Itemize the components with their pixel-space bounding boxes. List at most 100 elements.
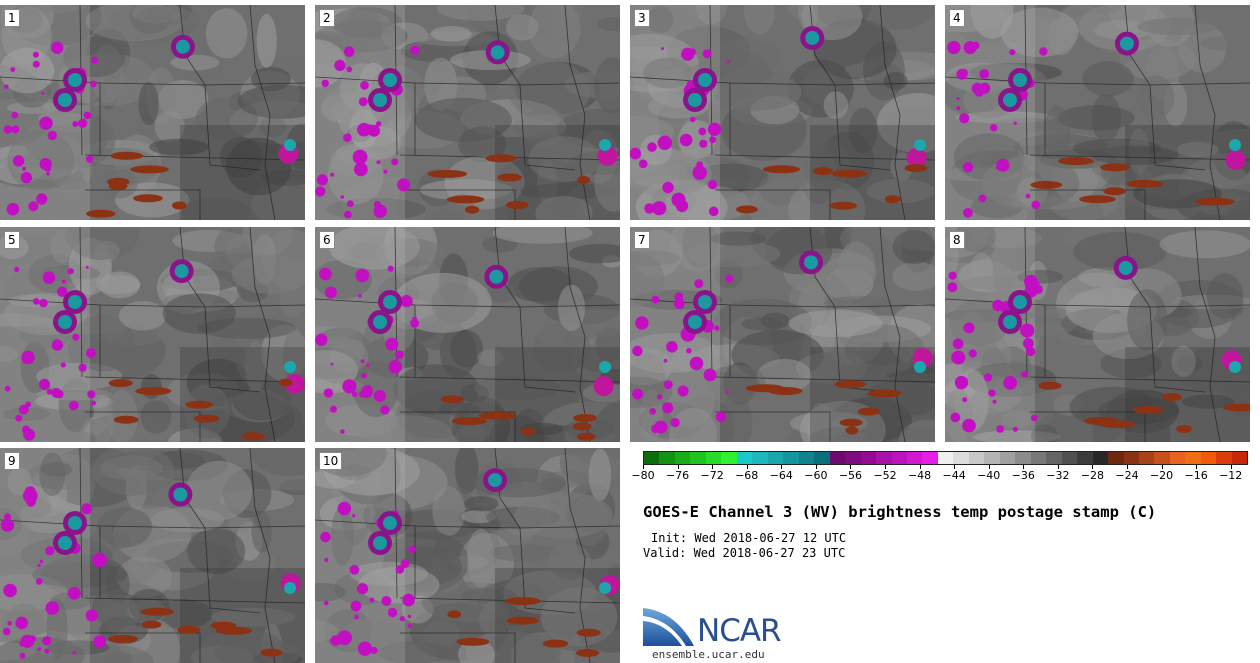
stamp-label: 5 [4,231,20,249]
colorbar-swatch [984,452,1000,464]
colorbar-tick-mark [1023,465,1025,469]
colorbar-tick-mark [1161,465,1163,469]
colorbar-swatch [721,452,737,464]
colorbar-swatch [953,452,969,464]
colorbar-swatch [736,452,753,464]
colorbar-tick-label: −48 [907,469,932,482]
colorbar-tick-label: −56 [838,469,863,482]
stamp-panel-9: 9 [0,448,305,663]
colorbar-tick-label: −28 [1080,469,1105,482]
colorbar-swatch [1169,452,1186,464]
colorbar-tick-mark [1230,465,1232,469]
colorbar-swatch [1216,452,1232,464]
colorbar-swatch [876,452,892,464]
stamp-panel-6: 6 [315,227,620,442]
colorbar-tick-label: −52 [873,469,897,482]
colorbar-swatch [1200,452,1217,464]
colorbar-tick-mark [954,465,956,469]
stamp-panel-2: 2 [315,5,620,220]
stamp-panel-7: 7 [630,227,935,442]
colorbar-tick-mark [919,465,921,469]
colorbar-swatch [644,452,660,464]
colorbar-tick-label: −64 [769,469,793,482]
colorbar-swatch [1092,452,1109,464]
stamp-panel-5: 5 [0,227,305,442]
colorbar-swatch [1123,452,1139,464]
colorbar-swatch [937,452,954,464]
colorbar-swatch [674,452,691,464]
colorbar-tick-label: −80 [631,469,655,482]
colorbar-tick-mark [1127,465,1128,469]
colorbar-tick-label: −20 [1149,469,1174,482]
stamp-panel-10: 10 [315,448,620,663]
colorbar-tick-mark [1057,465,1059,469]
stamp-panel-4: 4 [945,5,1250,220]
colorbar-swatch [860,452,877,464]
stamp-label: 10 [319,452,343,470]
colorbar-swatch [798,452,815,464]
colorbar-tick-label: −76 [665,469,690,482]
colorbar-swatch [705,452,722,464]
colorbar-swatch [845,452,861,464]
valid-time: Valid: Wed 2018-06-27 23 UTC [643,546,846,560]
colorbar-tick-mark [712,465,714,469]
stamp-label: 4 [949,9,965,27]
colorbar-swatch [767,452,784,464]
colorbar-tick-label: −72 [700,469,724,482]
stamp-panel-1: 1 [0,5,305,220]
colorbar-tick-label: −44 [942,469,966,482]
colorbar-tick-label: −68 [735,469,759,482]
ncar-logo-icon [643,608,694,646]
stamp-label: 3 [634,9,650,27]
website-url[interactable]: ensemble.ucar.edu [652,648,765,661]
colorbar-tick-mark [815,465,817,469]
colorbar-swatch [1077,452,1093,464]
colorbar-tick-label: −24 [1115,469,1139,482]
colorbar-swatch [1154,452,1170,464]
stamp-label: 7 [634,231,650,249]
colorbar-swatch [829,452,846,464]
colorbar-tick-mark [677,465,679,469]
colorbar-swatch [814,452,830,464]
stamp-label: 9 [4,452,20,470]
colorbar-tick-mark [781,465,783,469]
colorbar-swatch [1108,452,1124,464]
colorbar-tick-mark [1196,465,1198,469]
colorbar-tick-mark [885,465,886,469]
colorbar-tick-mark [746,465,748,469]
colorbar-swatch [1046,452,1062,464]
colorbar-swatch [659,452,675,464]
colorbar-tick-mark [1092,465,1094,469]
colorbar-swatch [906,452,923,464]
colorbar-tick-label: −36 [1011,469,1035,482]
colorbar-ticks: −80 −76 −72 −68 −64 −60 −56 −52 −48 −44 −40 −36 −32−… [631,465,1248,487]
init-time: Init: Wed 2018-06-27 12 UTC [651,531,847,545]
colorbar-swatch [1015,452,1031,464]
colorbar-swatch [922,452,938,464]
stamp-label: 8 [949,231,965,249]
stamp-label: 6 [319,231,335,249]
colorbar-swatch [690,452,706,464]
colorbar-swatch [1061,452,1078,464]
colorbar-tick-label: −60 [804,469,828,482]
colorbar [643,451,1248,465]
figure-title: GOES-E Channel 3 (WV) brightness temp po… [643,503,1157,521]
colorbar-tick-mark [850,465,852,469]
colorbar-swatch [752,452,768,464]
stamp-panel-3: 3 [630,5,935,220]
colorbar-tick-label: −16 [1184,469,1208,482]
colorbar-swatch [891,452,907,464]
ncar-logo-text: NCAR [697,613,782,649]
colorbar-swatch [1185,452,1201,464]
colorbar-swatch [968,452,985,464]
colorbar-tick-mark [643,465,644,469]
stamp-label: 2 [319,9,335,27]
stamp-panel-8: 8 [945,227,1250,442]
colorbar-swatch [999,452,1016,464]
colorbar-swatch [783,452,799,464]
colorbar-swatch [1030,452,1047,464]
colorbar-swatch [1231,452,1248,464]
colorbar-tick-mark [988,465,990,469]
stamp-label: 1 [4,9,20,27]
colorbar-tick-label: −40 [977,469,1001,482]
